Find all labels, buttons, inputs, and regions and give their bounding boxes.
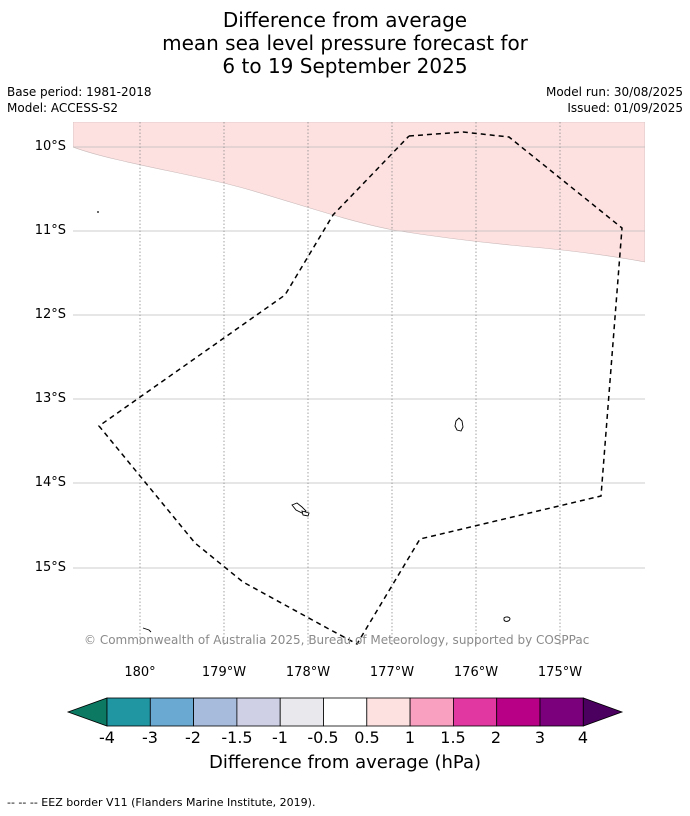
colorbar-cell: [106, 697, 151, 727]
islands: [97, 211, 511, 633]
island-rotuma-islet: [301, 510, 310, 517]
lon-label-177w: 177°W: [369, 665, 415, 680]
colorbar-extend-high: [582, 697, 624, 727]
colorbar-tick-label: -2: [185, 728, 201, 747]
anomaly-region: [73, 122, 645, 263]
issued-text: Issued: 01/09/2025: [567, 101, 683, 115]
island-rotuma: [291, 502, 307, 514]
colorbar-tick-label: -1.5: [221, 728, 253, 747]
map-canvas: [73, 122, 645, 645]
island-islet-northwest: [97, 211, 99, 213]
colorbar-cell: [539, 697, 584, 727]
colorbar-cell: [409, 697, 454, 727]
colorbar-cell: [496, 697, 541, 727]
island-southwest: [142, 627, 152, 633]
eez-legend-note: -- -- -- EEZ border V11 (Flanders Marine…: [7, 796, 316, 809]
colorbar-tick-label: 1: [404, 728, 416, 747]
island-southeast: [503, 616, 511, 622]
lon-label-180: 180°: [124, 665, 156, 680]
colorbar-extend-low: [66, 697, 108, 727]
title-line-3: 6 to 19 September 2025: [222, 54, 468, 78]
eez-border: [97, 131, 623, 645]
lat-label-14s: 14°S: [34, 475, 66, 490]
colorbar-cell: [366, 697, 411, 727]
lat-label-15s: 15°S: [34, 560, 66, 575]
lat-label-11s: 11°S: [34, 223, 66, 238]
title-line-2: mean sea level pressure forecast for: [162, 31, 528, 55]
base-period-text: Base period: 1981-2018: [7, 85, 152, 99]
lon-label-175w: 175°W: [537, 665, 583, 680]
colorbar-tick-label: 4: [577, 728, 589, 747]
latitude-gridlines: [73, 146, 645, 569]
island-futuna: [454, 417, 464, 432]
copyright-text: © Commonwealth of Australia 2025, Bureau…: [84, 633, 590, 647]
colorbar-cell: [236, 697, 281, 727]
colorbar-tick-label: 2: [490, 728, 502, 747]
map-panel: [73, 122, 645, 645]
colorbar-tick-label: -0.5: [307, 728, 339, 747]
colorbar-tick-label: -4: [99, 728, 115, 747]
colorbar: [66, 697, 624, 727]
model-text: Model: ACCESS-S2: [7, 101, 119, 115]
lat-label-10s: 10°S: [34, 139, 66, 154]
lon-label-179w: 179°W: [201, 665, 247, 680]
colorbar-tick-label: 3: [534, 728, 546, 747]
colorbar-cell: [279, 697, 324, 727]
lon-label-176w: 176°W: [453, 665, 499, 680]
colorbar-tick-label: 0.5: [354, 728, 380, 747]
colorbar-label: Difference from average (hPa): [208, 752, 482, 773]
lat-label-13s: 13°S: [34, 391, 66, 406]
colorbar-cell: [452, 697, 498, 727]
colorbar-cell: [193, 697, 238, 727]
title-line-1: Difference from average: [222, 8, 468, 32]
colorbar-tick-label: -3: [142, 728, 158, 747]
colorbar-tick-label: 1.5: [440, 728, 466, 747]
colorbar-tick-label: -1: [272, 728, 288, 747]
lon-label-178w: 178°W: [285, 665, 331, 680]
lat-label-12s: 12°S: [34, 307, 66, 322]
colorbar-cell: [323, 697, 368, 727]
colorbar-cell: [149, 697, 195, 727]
model-run-text: Model run: 30/08/2025: [545, 85, 683, 99]
